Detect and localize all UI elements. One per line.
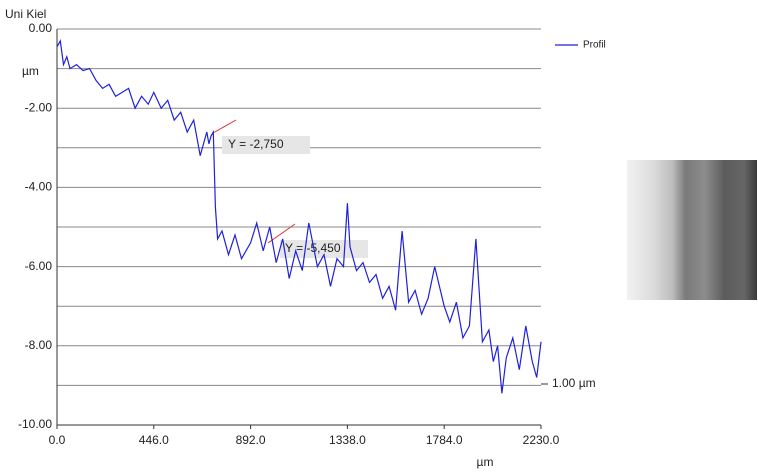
profile-image (627, 160, 757, 300)
x-tick-label: 2230.0 (523, 433, 560, 447)
y-tick-label: -10.00 (18, 417, 52, 431)
x-tick-label: 1338.0 (329, 433, 366, 447)
x-tick-label: 1784.0 (426, 433, 463, 447)
y-tick-label: -6.00 (25, 259, 53, 273)
annotation-box (222, 136, 310, 154)
x-tick-label: 892.0 (236, 433, 266, 447)
x-tick-label: 0.0 (49, 433, 66, 447)
chart-title: Uni Kiel (5, 7, 46, 21)
grid (57, 28, 541, 426)
y-unit: µm (22, 64, 39, 78)
annotation-pointer (212, 119, 237, 134)
y-tick-label: -4.00 (25, 180, 53, 194)
legend-label: Profil (583, 40, 606, 51)
scale-label: 1.00 µm (552, 376, 596, 390)
annotation: Y = -5,450 (285, 241, 341, 255)
y-tick-label: -2.00 (25, 100, 53, 114)
y-tick-label: 0.00 (29, 21, 53, 35)
annotation: Y = -2,750 (228, 137, 284, 151)
x-axis-label: µm (477, 455, 494, 469)
x-tick-label: 446.0 (139, 433, 169, 447)
profile-line (56, 39, 542, 394)
annotation-box (280, 240, 368, 258)
y-tick-label: -8.00 (25, 338, 53, 352)
